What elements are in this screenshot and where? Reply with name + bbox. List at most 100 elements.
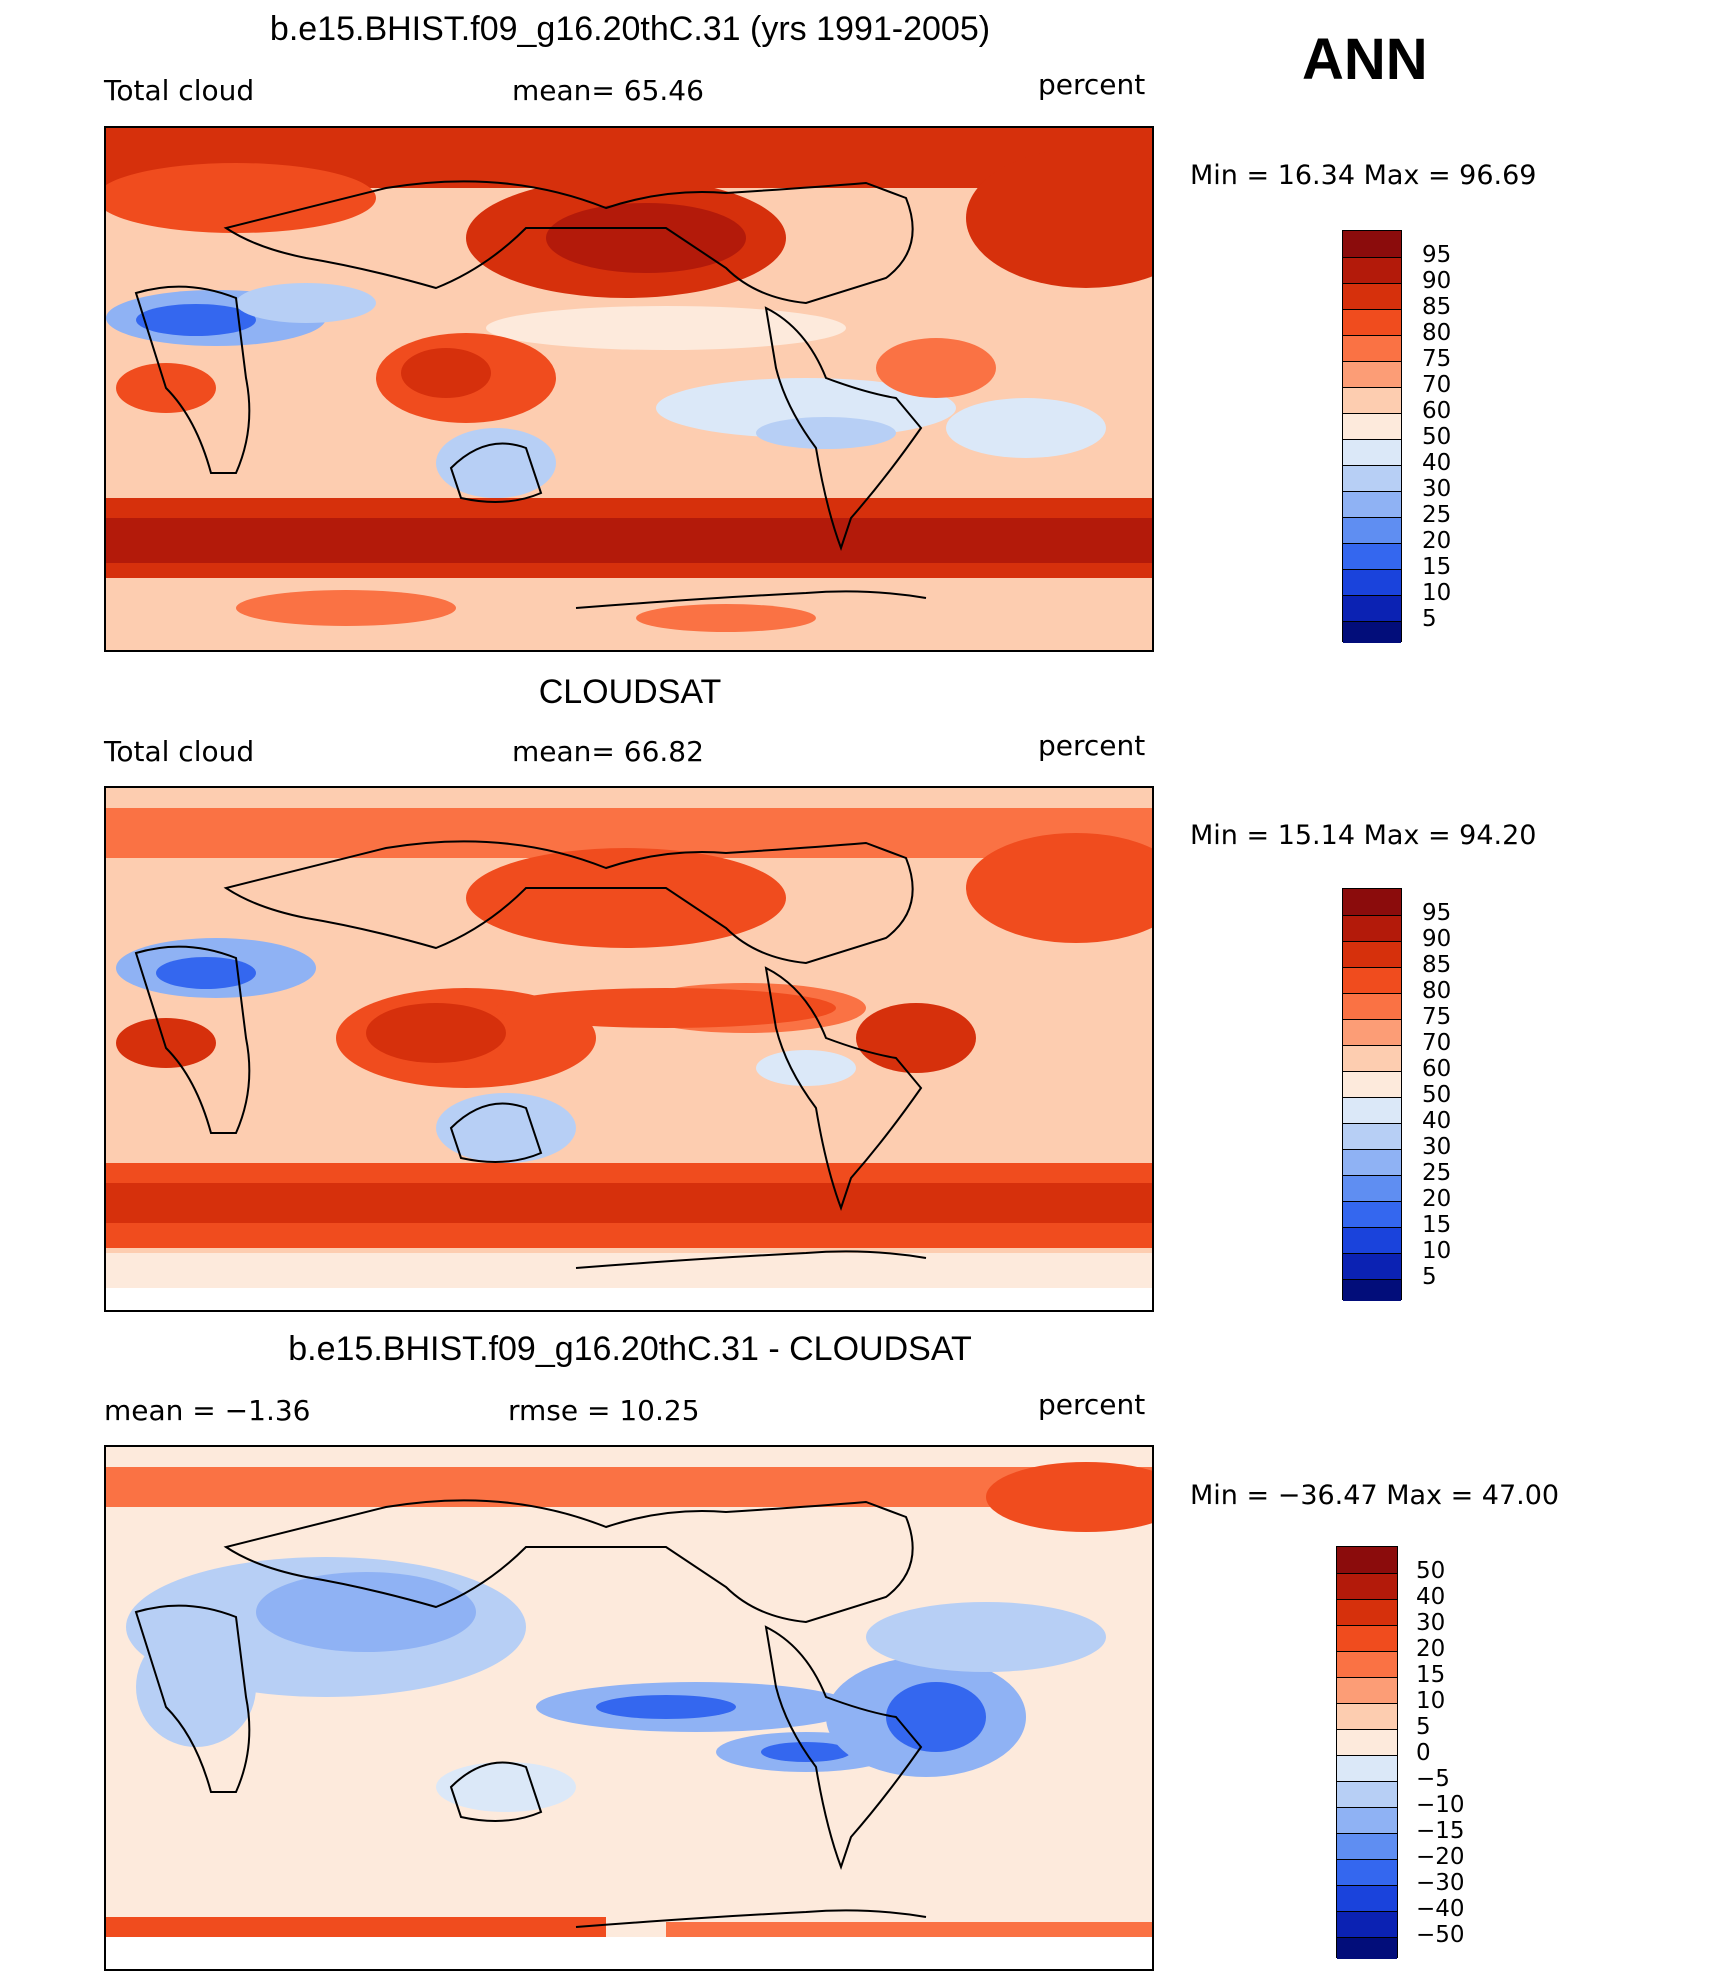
panel2-colorbar-label: 95 — [1422, 900, 1452, 926]
panel2-colorbar-swatch — [1343, 993, 1401, 1019]
panel3-colorbar-label: 50 — [1416, 1558, 1446, 1584]
panel3-colorbar-swatch — [1337, 1807, 1397, 1833]
panel2-colorbar-label: 5 — [1422, 1264, 1437, 1290]
panel2-colorbar — [1342, 888, 1402, 1301]
panel3-colorbar-label: 30 — [1416, 1610, 1446, 1636]
panel2-colorbar-label: 25 — [1422, 1160, 1452, 1186]
panel3-colorbar-label: −20 — [1416, 1844, 1465, 1870]
panel3-rmse-label: rmse = 10.25 — [508, 1394, 700, 1427]
panel1-colorbar-label: 25 — [1422, 502, 1452, 528]
panel1-colorbar-swatch — [1343, 439, 1401, 465]
panel2-colorbar-swatch — [1343, 1279, 1401, 1301]
panel3-colorbar-swatch — [1337, 1651, 1397, 1677]
panel3-colorbar-label: 40 — [1416, 1584, 1446, 1610]
panel2-map-field — [106, 788, 1152, 1310]
panel1-colorbar-label: 5 — [1422, 606, 1437, 632]
panel3-colorbar-swatch — [1337, 1729, 1397, 1755]
panel1-colorbar-swatch — [1343, 491, 1401, 517]
panel2-units-label: percent — [1038, 729, 1146, 762]
panel1-colorbar-swatch — [1343, 413, 1401, 439]
panel1-colorbar-label: 80 — [1422, 320, 1452, 346]
panel3-units-label: percent — [1038, 1388, 1146, 1421]
panel2-colorbar-label: 60 — [1422, 1056, 1452, 1082]
panel3-title: b.e15.BHIST.f09_g16.20thC.31 - CLOUDSAT — [288, 1330, 972, 1368]
panel3-colorbar-label: −5 — [1416, 1766, 1450, 1792]
panel2-colorbar-swatch — [1343, 1071, 1401, 1097]
panel3-colorbar-label: 10 — [1416, 1688, 1446, 1714]
panel3-colorbar-swatch — [1337, 1937, 1397, 1959]
panel2-map — [104, 786, 1154, 1312]
panel2-left-label: Total cloud — [104, 735, 255, 768]
panel1-colorbar-label: 90 — [1422, 268, 1452, 294]
panel1-colorbar-label: 60 — [1422, 398, 1452, 424]
panel2-colorbar-swatch — [1343, 1045, 1401, 1071]
panel2-colorbar-swatch — [1343, 941, 1401, 967]
panel3-colorbar-label: 0 — [1416, 1740, 1431, 1766]
season-label: ANN — [1302, 27, 1428, 92]
panel3-map — [104, 1445, 1154, 1971]
panel1-colorbar-swatch — [1343, 361, 1401, 387]
panel2-colorbar-swatch — [1343, 915, 1401, 941]
panel1-colorbar-label: 15 — [1422, 554, 1452, 580]
panel1-colorbar-swatch — [1343, 569, 1401, 595]
panel1-left-label: Total cloud — [104, 74, 255, 107]
panel3-colorbar-swatch — [1337, 1911, 1397, 1937]
panel3-colorbar-swatch — [1337, 1625, 1397, 1651]
panel3-colorbar-label: −15 — [1416, 1818, 1465, 1844]
panel3-colorbar-label: −40 — [1416, 1896, 1465, 1922]
panel1-mean-label: mean= 65.46 — [512, 74, 704, 107]
panel1-colorbar — [1342, 230, 1402, 643]
panel3-colorbar-swatch — [1337, 1677, 1397, 1703]
panel2-colorbar-swatch — [1343, 1201, 1401, 1227]
panel2-colorbar-label: 75 — [1422, 1004, 1452, 1030]
panel3-colorbar-swatch — [1337, 1547, 1397, 1573]
panel2-colorbar-swatch — [1343, 1019, 1401, 1045]
panel1-colorbar-swatch — [1343, 231, 1401, 257]
panel3-colorbar-swatch — [1337, 1755, 1397, 1781]
panel2-min-max: Min = 15.14 Max = 94.20 — [1190, 820, 1537, 851]
panel1-colorbar-label: 70 — [1422, 372, 1452, 398]
panel1-min-max: Min = 16.34 Max = 96.69 — [1190, 160, 1537, 191]
panel1-colorbar-swatch — [1343, 517, 1401, 543]
panel2-colorbar-swatch — [1343, 1175, 1401, 1201]
panel1-colorbar-swatch — [1343, 621, 1401, 643]
panel2-mean-label: mean= 66.82 — [512, 735, 704, 768]
panel3-min-max: Min = −36.47 Max = 47.00 — [1190, 1480, 1560, 1511]
panel3-colorbar-swatch — [1337, 1859, 1397, 1885]
panel2-title: CLOUDSAT — [538, 673, 722, 711]
panel1-colorbar-label: 85 — [1422, 294, 1452, 320]
panel3-colorbar-swatch — [1337, 1599, 1397, 1625]
panel3-colorbar-swatch — [1337, 1703, 1397, 1729]
panel2-colorbar-swatch — [1343, 1253, 1401, 1279]
panel1-title: b.e15.BHIST.f09_g16.20thC.31 (yrs 1991-2… — [269, 10, 991, 48]
panel2-colorbar-swatch — [1343, 889, 1401, 915]
panel3-colorbar-label: −30 — [1416, 1870, 1465, 1896]
panel2-colorbar-label: 40 — [1422, 1108, 1452, 1134]
panel1-colorbar-swatch — [1343, 309, 1401, 335]
panel2-colorbar-swatch — [1343, 1227, 1401, 1253]
panel3-colorbar-swatch — [1337, 1573, 1397, 1599]
panel3-map-field — [106, 1447, 1152, 1969]
panel1-colorbar-swatch — [1343, 543, 1401, 569]
panel2-colorbar-swatch — [1343, 1149, 1401, 1175]
panel3-colorbar-label: 20 — [1416, 1636, 1446, 1662]
panel1-colorbar-swatch — [1343, 283, 1401, 309]
panel2-colorbar-label: 10 — [1422, 1238, 1452, 1264]
panel1-colorbar-label: 10 — [1422, 580, 1452, 606]
panel2-colorbar-label: 50 — [1422, 1082, 1452, 1108]
panel3-colorbar-label: 5 — [1416, 1714, 1431, 1740]
panel2-colorbar-label: 20 — [1422, 1186, 1452, 1212]
panel1-map-field — [106, 128, 1152, 650]
panel3-mean-label: mean = −1.36 — [104, 1394, 311, 1427]
panel2-colorbar-swatch — [1343, 967, 1401, 993]
panel3-colorbar-label: −10 — [1416, 1792, 1465, 1818]
panel3-colorbar-swatch — [1337, 1833, 1397, 1859]
panel2-colorbar-label: 90 — [1422, 926, 1452, 952]
panel1-colorbar-label: 95 — [1422, 242, 1452, 268]
panel1-colorbar-label: 20 — [1422, 528, 1452, 554]
panel2-colorbar-label: 80 — [1422, 978, 1452, 1004]
panel1-map — [104, 126, 1154, 652]
panel2-colorbar-label: 15 — [1422, 1212, 1452, 1238]
panel3-colorbar-swatch — [1337, 1781, 1397, 1807]
panel1-colorbar-swatch — [1343, 387, 1401, 413]
